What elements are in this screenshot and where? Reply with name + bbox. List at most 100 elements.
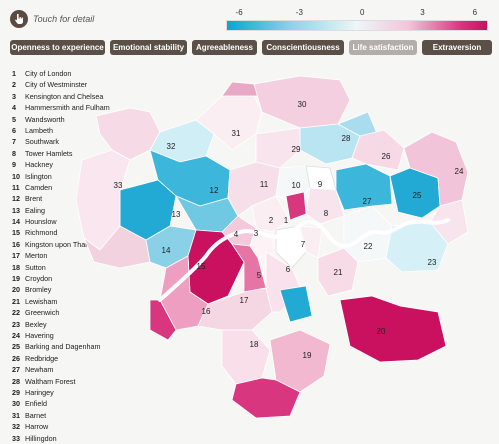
legend-number: 22 (12, 308, 20, 318)
scale-tick: 0 (360, 8, 365, 17)
legend-row[interactable]: 14 Hounslow (12, 216, 122, 227)
borough-shape[interactable] (251, 195, 291, 233)
legend-row[interactable]: 24 Havering (12, 330, 122, 341)
legend-row[interactable]: 13 Ealing (12, 205, 122, 216)
legend-row[interactable]: 27 Newham (12, 364, 122, 375)
emotional-stability-button[interactable]: Emotional stability (110, 40, 187, 55)
legend-number: 3 (12, 91, 16, 101)
legend-number: 14 (12, 217, 20, 227)
legend-number: 31 (12, 410, 20, 420)
legend-number: 1 (12, 69, 16, 78)
map-label: 5 (257, 271, 262, 280)
map-label: 3 (254, 229, 259, 238)
legend-row[interactable]: 2 City of Westminster (12, 79, 122, 90)
map-label: 12 (210, 186, 219, 195)
borough-shape[interactable] (335, 163, 393, 211)
map-label: 22 (364, 242, 373, 251)
legend-row[interactable]: 1 City of London (12, 68, 122, 79)
legend-row[interactable]: 23 Bexley (12, 319, 122, 330)
legend-row[interactable]: 28 Waltham Forest (12, 376, 122, 387)
legend-row[interactable]: 8 Tower Hamlets (12, 148, 122, 159)
map-label: 13 (172, 210, 181, 219)
scale-ticks: -6 -3 0 3 6 (226, 8, 488, 18)
borough-shape[interactable] (231, 377, 301, 419)
map-label: 14 (162, 246, 171, 255)
map-label: 20 (377, 327, 386, 336)
life-satisfaction-button[interactable]: Life satisfaction (349, 40, 417, 55)
legend-row[interactable]: 3 Kensington and Chelsea (12, 91, 122, 102)
conscientiousness-button[interactable]: Conscientiousness (262, 40, 344, 55)
legend-number: 29 (12, 387, 20, 397)
legend-row[interactable]: 18 Sutton (12, 262, 122, 273)
legend-row[interactable]: 7 Southwark (12, 136, 122, 147)
legend-row[interactable]: 21 Lewisham (12, 296, 122, 307)
legend-borough-name: Wandsworth (25, 114, 65, 124)
legend-row[interactable]: 29 Haringey (12, 387, 122, 398)
borough-shape[interactable] (285, 191, 307, 221)
borough-shape[interactable] (279, 285, 313, 323)
map-label: 9 (318, 180, 323, 189)
map-label: 33 (114, 181, 123, 190)
legend-row[interactable]: 17 Merton (12, 250, 122, 261)
legend-borough-name: Richmond (25, 228, 58, 238)
map-label: 19 (303, 351, 312, 360)
london-map: 1 2 3 4 5 6 7 8 9 10 11 12 13 14 15 16 1… (75, 75, 469, 419)
legend-number: 17 (12, 251, 20, 261)
legend-row[interactable]: 9 Hackney (12, 159, 122, 170)
legend-row[interactable]: 4 Hammersmith and Fulham (12, 102, 122, 113)
borough-shape[interactable] (253, 75, 351, 129)
legend-row[interactable]: 10 Islington (12, 171, 122, 182)
legend-number: 13 (12, 205, 20, 215)
borough-shape[interactable] (339, 295, 447, 363)
borough-shape[interactable] (255, 127, 301, 169)
legend-borough-name: Bromley (25, 285, 52, 295)
openness-button[interactable]: Openness to experience (10, 40, 105, 55)
hint-text: Touch for detail (33, 14, 95, 24)
hand-pointer-icon (10, 10, 28, 28)
legend-row[interactable]: 20 Bromley (12, 284, 122, 295)
legend-row[interactable]: 26 Redbridge (12, 353, 122, 364)
map-label: 17 (240, 296, 249, 305)
borough-legend: 1 City of London 2 City of Westminster 3 Kens… (12, 68, 122, 444)
legend-row[interactable]: 15 Richmond (12, 227, 122, 238)
borough-shape[interactable] (221, 329, 271, 385)
legend-row[interactable]: 30 Enfield (12, 398, 122, 409)
legend-borough-name: City of London (25, 69, 72, 78)
legend-row[interactable]: 19 Croydon (12, 273, 122, 284)
legend-borough-name: Camden (25, 182, 53, 192)
scale-tick: 3 (420, 8, 425, 17)
borough-shape[interactable] (351, 129, 405, 171)
map-label: 4 (234, 230, 239, 239)
legend-row[interactable]: 12 Brent (12, 193, 122, 204)
map-label: 10 (292, 181, 301, 190)
legend-number: 25 (12, 342, 20, 352)
legend-row[interactable]: 11 Camden (12, 182, 122, 193)
legend-row[interactable]: 5 Wandsworth (12, 114, 122, 125)
legend-row[interactable]: 22 Greenwich (12, 307, 122, 318)
legend-number: 30 (12, 399, 20, 409)
legend-borough-name: City of Westminster (25, 80, 88, 90)
agreeableness-button[interactable]: Agreeableness (192, 40, 257, 55)
legend-borough-name: Redbridge (25, 353, 59, 363)
legend-number: 18 (12, 262, 20, 272)
borough-shape[interactable] (197, 287, 273, 331)
map-label: 21 (334, 268, 343, 277)
legend-row[interactable]: 31 Barnet (12, 410, 122, 421)
legend-row[interactable]: 32 Harrow (12, 421, 122, 432)
map-label: 15 (197, 262, 206, 271)
legend-row[interactable]: 16 Kingston upon Thames (12, 239, 122, 250)
scale-tick: 6 (472, 8, 478, 17)
map-label: 29 (292, 145, 301, 154)
legend-row[interactable]: 6 Lambeth (12, 125, 122, 136)
borough-shape[interactable] (305, 187, 345, 225)
legend-row[interactable]: 33 Hillingdon (12, 433, 122, 444)
scale-tick: -6 (235, 8, 243, 17)
map-label: 2 (269, 216, 274, 225)
legend-row[interactable]: 25 Barking and Dagenham (12, 341, 122, 352)
legend-number: 20 (12, 285, 20, 295)
extraversion-button[interactable]: Extraversion (422, 40, 492, 55)
legend-borough-name: Hounslow (25, 217, 57, 227)
map-label: 31 (232, 129, 241, 138)
borough-shape[interactable] (429, 199, 469, 245)
map-label: 26 (382, 152, 391, 161)
